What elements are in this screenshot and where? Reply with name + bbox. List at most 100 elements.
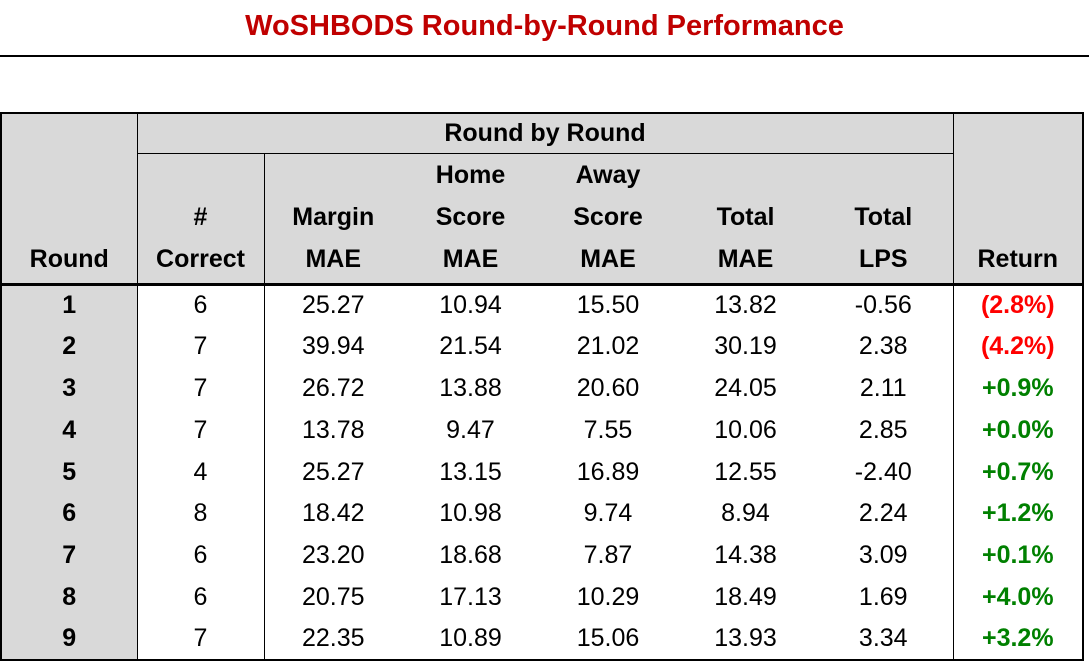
- return-value: (4.2%): [980, 332, 1055, 361]
- col-header-round: Round: [1, 113, 138, 286]
- num-correct-cell: 6: [137, 534, 265, 577]
- margin-mae-cell: 13.78: [264, 409, 402, 452]
- return-cell: (4.2%): [953, 325, 1084, 368]
- home-score-mae-cell: 18.68: [402, 534, 539, 577]
- table-column-header-row: # Correct Margin MAE Home Score MAE Away…: [1, 153, 1083, 286]
- num-correct-cell: 4: [137, 451, 265, 493]
- return-cell: +0.0%: [953, 409, 1084, 452]
- home-score-mae-cell: 17.13: [402, 576, 539, 619]
- total-lps-cell: 2.24: [814, 492, 954, 535]
- return-value: (2.8%): [980, 291, 1055, 320]
- table-row: 8 6 20.75 17.13 10.29 18.49 1.69 +4.0%: [1, 576, 1084, 619]
- return-cell: +0.1%: [953, 534, 1084, 577]
- margin-mae-cell: 25.27: [264, 451, 402, 493]
- total-mae-cell: 13.93: [677, 618, 814, 661]
- num-correct-cell: 7: [137, 618, 265, 661]
- page-title: WoSHBODS Round-by-Round Performance: [245, 10, 844, 42]
- round-cell: 9: [1, 618, 138, 661]
- round-cell: 4: [1, 409, 138, 452]
- home-score-mae-cell: 13.88: [402, 367, 539, 410]
- total-mae-cell: 12.55: [677, 451, 814, 493]
- performance-table: Round Round by Round Return # Correct Ma…: [0, 112, 1085, 661]
- round-cell: 6: [1, 492, 138, 535]
- return-cell: +0.9%: [953, 367, 1084, 410]
- margin-mae-cell: 39.94: [264, 325, 402, 368]
- return-value: +3.2%: [981, 624, 1054, 653]
- away-score-mae-cell: 10.29: [539, 576, 677, 619]
- col-header-away-score-mae: Away Score MAE: [539, 153, 677, 286]
- away-score-mae-cell: 7.55: [539, 409, 677, 452]
- num-correct-cell: 7: [137, 409, 265, 452]
- total-lps-cell: 2.38: [814, 325, 954, 368]
- round-cell: 8: [1, 576, 138, 619]
- title-divider: [0, 55, 1089, 57]
- total-lps-cell: 3.34: [814, 618, 954, 661]
- away-score-mae-cell: 9.74: [539, 492, 677, 535]
- total-mae-cell: 24.05: [677, 367, 814, 410]
- home-score-mae-cell: 13.15: [402, 451, 539, 493]
- return-value: +0.7%: [981, 457, 1054, 486]
- num-correct-cell: 7: [137, 325, 265, 368]
- group-header-round-by-round: Round by Round: [137, 113, 954, 154]
- total-mae-cell: 10.06: [677, 409, 814, 452]
- table-row: 3 7 26.72 13.88 20.60 24.05 2.11 +0.9%: [1, 367, 1084, 410]
- table-row: 5 4 25.27 13.15 16.89 12.55 -2.40 +0.7%: [1, 451, 1084, 493]
- return-value: +1.2%: [981, 499, 1054, 528]
- margin-mae-cell: 26.72: [264, 367, 402, 410]
- margin-mae-cell: 23.20: [264, 534, 402, 577]
- margin-mae-cell: 25.27: [264, 284, 402, 326]
- home-score-mae-cell: 10.94: [402, 284, 539, 326]
- total-lps-cell: 2.85: [814, 409, 954, 452]
- col-header-return: Return: [953, 113, 1084, 286]
- round-cell: 3: [1, 367, 138, 410]
- return-cell: +4.0%: [953, 576, 1084, 619]
- total-mae-cell: 30.19: [677, 325, 814, 368]
- return-cell: +0.7%: [953, 451, 1084, 493]
- home-score-mae-cell: 10.89: [402, 618, 539, 661]
- col-header-home-score-mae: Home Score MAE: [402, 153, 539, 286]
- away-score-mae-cell: 7.87: [539, 534, 677, 577]
- total-mae-cell: 8.94: [677, 492, 814, 535]
- margin-mae-cell: 18.42: [264, 492, 402, 535]
- table-row: 2 7 39.94 21.54 21.02 30.19 2.38 (4.2%): [1, 325, 1084, 368]
- away-score-mae-cell: 21.02: [539, 325, 677, 368]
- return-value: +4.0%: [981, 582, 1054, 611]
- return-cell: +3.2%: [953, 618, 1084, 661]
- table-row: 9 7 22.35 10.89 15.06 13.93 3.34 +3.2%: [1, 618, 1084, 661]
- table-group-header-row: Round Round by Round Return: [1, 113, 1084, 286]
- away-score-mae-cell: 16.89: [539, 451, 677, 493]
- home-score-mae-cell: 21.54: [402, 325, 539, 368]
- total-mae-cell: 13.82: [677, 284, 814, 326]
- table-row: 6 8 18.42 10.98 9.74 8.94 2.24 +1.2%: [1, 492, 1084, 535]
- round-cell: 5: [1, 451, 138, 493]
- home-score-mae-cell: 10.98: [402, 492, 539, 535]
- total-lps-cell: 3.09: [814, 534, 954, 577]
- return-value: +0.9%: [981, 373, 1054, 402]
- away-score-mae-cell: 20.60: [539, 367, 677, 410]
- total-lps-cell: -0.56: [814, 284, 954, 326]
- total-mae-cell: 14.38: [677, 534, 814, 577]
- return-value: +0.0%: [981, 415, 1054, 444]
- away-score-mae-cell: 15.06: [539, 618, 677, 661]
- round-cell: 1: [1, 284, 138, 326]
- col-header-total-mae: Total MAE: [677, 153, 814, 286]
- col-header-margin-mae: Margin MAE: [264, 153, 402, 286]
- total-lps-cell: 2.11: [814, 367, 954, 410]
- margin-mae-cell: 22.35: [264, 618, 402, 661]
- return-value: +0.1%: [981, 541, 1054, 570]
- table-row: 4 7 13.78 9.47 7.55 10.06 2.85 +0.0%: [1, 409, 1084, 452]
- col-header-num-correct: # Correct: [137, 153, 265, 286]
- total-lps-cell: -2.40: [814, 451, 954, 493]
- home-score-mae-cell: 9.47: [402, 409, 539, 452]
- col-header-total-lps: Total LPS: [814, 153, 954, 286]
- table-row: 7 6 23.20 18.68 7.87 14.38 3.09 +0.1%: [1, 534, 1084, 577]
- away-score-mae-cell: 15.50: [539, 284, 677, 326]
- total-lps-cell: 1.69: [814, 576, 954, 619]
- round-cell: 7: [1, 534, 138, 577]
- num-correct-cell: 7: [137, 367, 265, 410]
- total-mae-cell: 18.49: [677, 576, 814, 619]
- num-correct-cell: 6: [137, 284, 265, 326]
- margin-mae-cell: 20.75: [264, 576, 402, 619]
- round-cell: 2: [1, 325, 138, 368]
- return-cell: (2.8%): [953, 284, 1084, 326]
